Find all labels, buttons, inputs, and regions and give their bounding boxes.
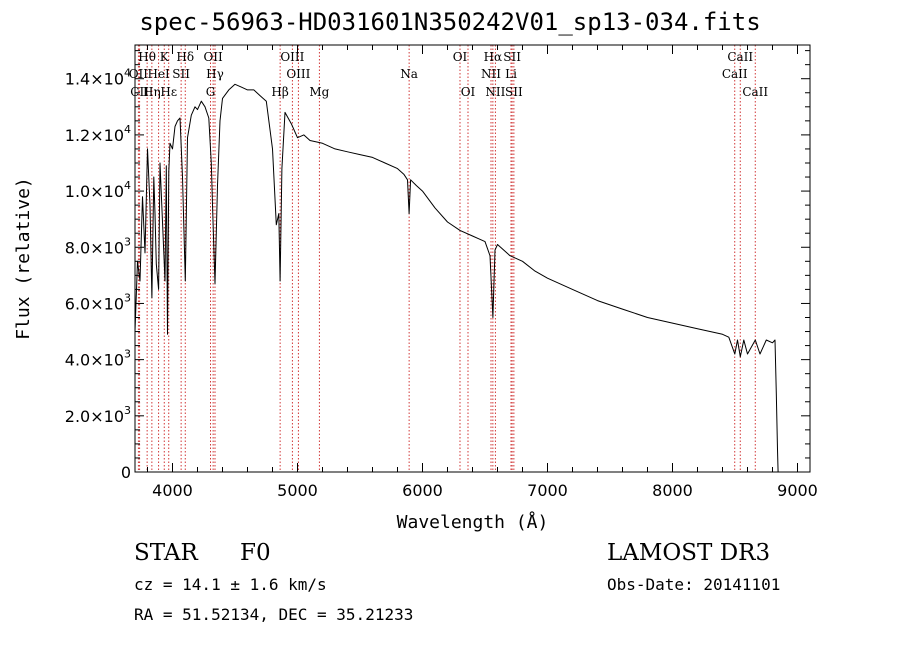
- y-tick-exponent: 3: [124, 404, 131, 417]
- y-tick-label-14000: 1.4×104: [65, 67, 131, 89]
- line-label-9: OII: [203, 50, 223, 64]
- line-label-18: OI: [461, 85, 476, 99]
- y-tick-exponent: 3: [124, 291, 131, 304]
- y-tick-label-10000: 1.0×104: [65, 179, 131, 201]
- line-label-7: SII: [172, 67, 190, 81]
- y-tick-exponent: 3: [124, 235, 131, 248]
- line-label-6: K: [160, 50, 170, 64]
- y-tick-label-8000: 8.0×103: [65, 235, 131, 257]
- line-label-5: Hε: [160, 85, 177, 99]
- chart-title: spec-56963-HD031601N350242V01_sp13-034.f…: [139, 8, 761, 36]
- line-label-11: Hγ: [206, 67, 224, 81]
- y-tick-label-4000: 4.0×103: [65, 348, 131, 370]
- line-label-15: Mg: [309, 85, 329, 99]
- line-label-14: Hβ: [271, 85, 288, 99]
- line-label-10: G: [206, 85, 216, 99]
- plot-frame: [134, 44, 811, 473]
- y-tick-label-6000: 6.0×103: [65, 291, 131, 313]
- line-label-27: CaII: [742, 85, 768, 99]
- y-tick-exponent: 4: [124, 67, 131, 80]
- survey-label: LAMOST DR3: [607, 540, 771, 566]
- line-label-2: CII: [130, 85, 149, 99]
- line-label-19: Hα: [484, 50, 503, 64]
- x-tick-label-8000: 8000: [652, 481, 693, 500]
- line-label-20: NII: [481, 67, 501, 81]
- line-label-12: OIII: [280, 50, 304, 64]
- y-axis-label: Flux (relative): [13, 177, 34, 340]
- line-label-25: CaII: [727, 50, 753, 64]
- x-tick-label-6000: 6000: [402, 481, 443, 500]
- line-label-23: Li: [505, 67, 517, 81]
- x-tick-label-9000: 9000: [777, 481, 818, 500]
- line-label-21: NII: [485, 85, 505, 99]
- line-label-24: SII: [505, 85, 523, 99]
- line-label-8: Hδ: [176, 50, 194, 64]
- line-label-13: OIII: [286, 67, 310, 81]
- obs-date: Obs-Date: 20141101: [607, 575, 781, 594]
- x-tick-label-4000: 4000: [152, 481, 193, 500]
- star-label: STAR: [134, 540, 198, 566]
- x-axis-label: Wavelength (Å): [397, 511, 549, 533]
- y-tick-label-12000: 1.2×104: [65, 123, 131, 145]
- line-label-1: OII: [129, 67, 149, 81]
- x-tick-label-5000: 5000: [277, 481, 318, 500]
- line-label-4: HeI: [147, 67, 170, 81]
- y-tick-label-2000: 2.0×103: [65, 404, 131, 426]
- x-tick-label-7000: 7000: [527, 481, 568, 500]
- line-label-3: Hη: [143, 85, 161, 99]
- y-tick-exponent: 3: [124, 348, 131, 361]
- line-label-16: Na: [400, 67, 418, 81]
- spectral-type: F0: [240, 540, 271, 566]
- y-tick-exponent: 4: [124, 179, 131, 192]
- line-label-26: CaII: [722, 67, 748, 81]
- line-label-0: Hθ: [138, 50, 156, 64]
- spectrum-line: [134, 83, 779, 473]
- y-tick-label-0: 0: [121, 463, 131, 482]
- line-label-17: OI: [453, 50, 468, 64]
- ra-dec: RA = 51.52134, DEC = 35.21233: [134, 605, 414, 624]
- y-tick-exponent: 4: [124, 123, 131, 136]
- line-label-22: SII: [503, 50, 521, 64]
- redshift-cz: cz = 14.1 ± 1.6 km/s: [134, 575, 327, 594]
